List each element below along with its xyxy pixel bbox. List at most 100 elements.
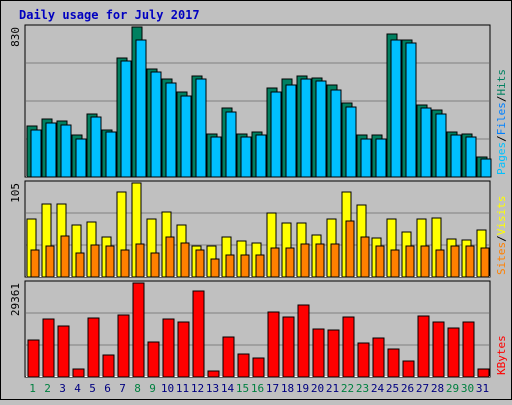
panel-bot-max-label: 29361 xyxy=(9,283,22,316)
x-tick-label-day-31: 31 xyxy=(476,382,489,395)
bar-sites-day-23 xyxy=(360,236,370,278)
x-tick-label-day-5: 5 xyxy=(89,382,96,395)
bar-kbytes-day-11 xyxy=(177,321,190,378)
x-tick-label-day-24: 24 xyxy=(371,382,385,395)
x-tick-label-day-6: 6 xyxy=(104,382,111,395)
bar-sites-day-18 xyxy=(285,247,295,278)
chart-title: Daily usage for July 2017 xyxy=(19,8,200,22)
x-tick-label-day-16: 16 xyxy=(251,382,264,395)
bar-files-day-21 xyxy=(330,89,342,178)
bar-sites-day-29 xyxy=(450,245,460,278)
bar-files-day-10 xyxy=(165,82,177,178)
bar-kbytes-day-22 xyxy=(342,316,355,378)
bar-kbytes-day-30 xyxy=(462,321,475,378)
bar-kbytes-day-16 xyxy=(252,357,265,378)
bar-files-day-27 xyxy=(420,107,432,178)
x-tick-label-day-7: 7 xyxy=(119,382,126,395)
bar-kbytes-day-6 xyxy=(102,354,115,378)
bar-sites-day-15 xyxy=(240,254,250,278)
bar-sites-day-19 xyxy=(300,243,310,278)
bar-kbytes-day-27 xyxy=(417,315,430,378)
bar-kbytes-day-21 xyxy=(327,329,340,378)
x-tick-label-day-19: 19 xyxy=(296,382,309,395)
bar-kbytes-day-10 xyxy=(162,318,175,378)
bar-sites-day-20 xyxy=(315,243,325,278)
bar-files-day-3 xyxy=(60,124,72,178)
bar-files-day-25 xyxy=(390,39,402,178)
bar-kbytes-day-7 xyxy=(117,314,130,378)
x-tick-label-day-3: 3 xyxy=(59,382,66,395)
bar-sites-day-28 xyxy=(435,249,445,278)
x-tick-label-day-14: 14 xyxy=(221,382,235,395)
bar-sites-day-25 xyxy=(390,249,400,278)
bar-sites-day-16 xyxy=(255,254,265,278)
panel-bot: 29361 KBytes xyxy=(9,280,508,378)
bar-sites-day-5 xyxy=(90,244,100,278)
bar-kbytes-day-31 xyxy=(477,368,490,378)
bar-sites-day-11 xyxy=(180,242,190,278)
bar-files-day-13 xyxy=(210,136,222,178)
bar-kbytes-day-4 xyxy=(72,368,85,378)
bar-files-day-19 xyxy=(300,78,312,178)
legend-pages: Pages xyxy=(495,142,508,175)
bar-files-day-9 xyxy=(150,71,162,178)
bar-sites-day-26 xyxy=(405,245,415,278)
bar-kbytes-day-23 xyxy=(357,342,370,378)
bar-files-day-20 xyxy=(315,80,327,178)
bar-sites-day-14 xyxy=(225,254,235,278)
bar-kbytes-day-20 xyxy=(312,328,325,378)
bar-kbytes-day-18 xyxy=(282,316,295,378)
bar-kbytes-day-29 xyxy=(447,327,460,378)
bar-kbytes-day-5 xyxy=(87,317,100,378)
x-tick-label-day-13: 13 xyxy=(206,382,219,395)
x-tick-label-day-17: 17 xyxy=(266,382,279,395)
x-tick-label-day-25: 25 xyxy=(386,382,399,395)
legend-separator: / xyxy=(495,96,508,103)
bar-files-day-1 xyxy=(30,129,42,178)
bar-files-day-29 xyxy=(450,134,462,178)
bar-files-day-31 xyxy=(480,158,492,178)
x-tick-label-day-12: 12 xyxy=(191,382,204,395)
bar-kbytes-day-26 xyxy=(402,360,415,378)
x-tick-label-day-26: 26 xyxy=(401,382,414,395)
x-tick-label-day-1: 1 xyxy=(29,382,36,395)
bar-files-day-24 xyxy=(375,138,387,178)
bar-files-day-22 xyxy=(345,106,357,178)
x-tick-label-day-11: 11 xyxy=(176,382,189,395)
legend-files: Files xyxy=(495,102,508,135)
x-tick-label-day-29: 29 xyxy=(446,382,459,395)
x-tick-label-day-22: 22 xyxy=(341,382,354,395)
x-tick-label-day-8: 8 xyxy=(134,382,141,395)
legend-sites: Sites xyxy=(495,242,508,275)
bar-kbytes-day-15 xyxy=(237,353,250,378)
x-tick-label-day-10: 10 xyxy=(161,382,174,395)
bar-sites-day-10 xyxy=(165,236,175,278)
bar-kbytes-day-1 xyxy=(27,339,40,378)
bar-sites-day-7 xyxy=(120,249,130,278)
bar-sites-day-8 xyxy=(135,243,145,278)
x-tick-label-day-30: 30 xyxy=(461,382,474,395)
bar-files-day-17 xyxy=(270,91,282,178)
x-tick-label-day-4: 4 xyxy=(74,382,81,395)
bar-sites-day-4 xyxy=(75,252,85,278)
panel-mid-legend: Sites/Visits xyxy=(495,196,508,276)
panel-mid: 105 Sites/Visits xyxy=(9,180,508,278)
bar-sites-day-31 xyxy=(480,247,490,278)
bar-files-day-7 xyxy=(120,60,132,178)
legend-separator: / xyxy=(495,135,508,142)
x-tick-label-day-23: 23 xyxy=(356,382,369,395)
legend-hits: Hits xyxy=(495,69,508,96)
panel-mid-max-label: 105 xyxy=(9,183,22,203)
bar-sites-day-12 xyxy=(195,249,205,278)
bar-sites-day-17 xyxy=(270,247,280,278)
bar-sites-day-30 xyxy=(465,245,475,278)
bar-files-day-23 xyxy=(360,138,372,178)
bar-sites-day-6 xyxy=(105,245,115,278)
bar-kbytes-day-3 xyxy=(57,325,70,378)
bar-kbytes-day-17 xyxy=(267,311,280,378)
bar-files-day-8 xyxy=(135,39,147,178)
panel-bot-legend: KBytes xyxy=(495,335,508,375)
